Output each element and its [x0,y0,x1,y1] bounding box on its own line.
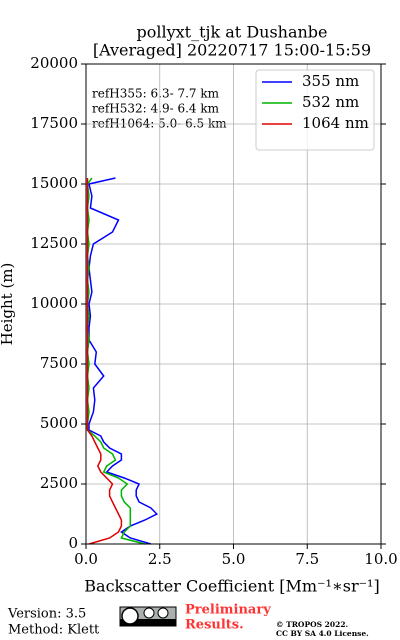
y-tick-label: 20000 [30,54,78,72]
chart-title: pollyxt_tjk at Dushanbe [136,23,327,42]
cc-logo [119,606,177,627]
y-tick-label: 12500 [30,234,78,252]
y-tick-label: 7500 [40,354,78,372]
y-tick-label: 15000 [30,174,78,192]
preliminary-notice: Results. [185,618,244,633]
y-tick-label: 17500 [30,114,78,132]
annotation: refH532: 4.9- 6.4 km [92,102,220,116]
x-tick-label: 5.0 [222,550,246,568]
legend-box [255,69,375,151]
copyright: © TROPOS 2022. [276,620,348,629]
x-axis-label: Backscatter Coefficient [Mm⁻¹∗sr⁻¹] [84,577,379,596]
copyright: CC BY SA 4.0 License. [276,629,369,638]
annotation: refH355: 6.3- 7.7 km [92,87,220,101]
x-tick-label: 10.0 [364,550,397,568]
x-tick-label: 7.5 [295,550,319,568]
y-tick-label: 5000 [40,414,78,432]
profile-line [86,178,123,545]
preliminary-notice: Preliminary [185,603,271,618]
plot-frame [85,63,382,545]
chart-subtitle: [Averaged] 20220717 15:00-15:59 [93,41,371,60]
x-tick-label: 0.0 [74,550,98,568]
legend: 355 nm 532 nm 1064 nm [255,69,375,151]
y-tick-label: 2500 [40,474,78,492]
y-axis-label: Height (m) [0,263,16,346]
legend-label: 1064 nm [302,114,369,132]
x-tick-label: 2.5 [148,550,172,568]
version: Version: 3.5 [7,607,86,622]
y-tick-label: 10000 [30,294,78,312]
legend-label: 532 nm [302,93,359,111]
legend-label: 355 nm [302,72,359,90]
y-tick-label: 0 [68,534,78,552]
profile-line [88,177,159,545]
method: Method: Klett [8,623,100,638]
